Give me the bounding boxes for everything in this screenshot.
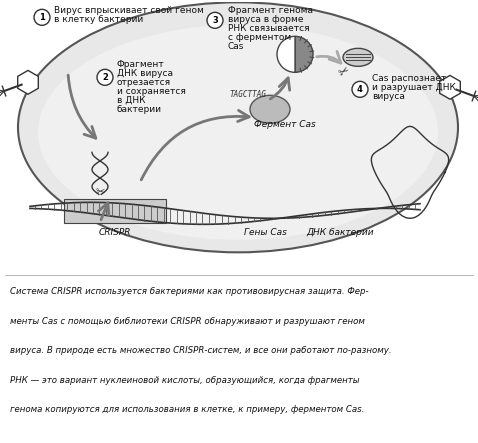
Text: в ДНК: в ДНК	[117, 96, 145, 105]
Text: РНК связывается: РНК связывается	[228, 24, 310, 33]
Text: Гены Cas: Гены Cas	[244, 228, 286, 237]
Ellipse shape	[18, 2, 458, 253]
Text: отрезается: отрезается	[117, 78, 171, 87]
Text: 1: 1	[39, 13, 45, 22]
Text: и разрушает ДНК: и разрушает ДНК	[372, 83, 456, 92]
Circle shape	[97, 70, 113, 85]
Text: Cas распознает: Cas распознает	[372, 74, 446, 83]
Wedge shape	[295, 36, 313, 72]
Text: вируса в форме: вируса в форме	[228, 15, 304, 24]
Text: Система CRISPR используется бактериями как противовирусная защита. Фер-: Система CRISPR используется бактериями к…	[10, 288, 368, 296]
Text: Фермент Cas: Фермент Cas	[254, 120, 316, 129]
Circle shape	[207, 12, 223, 28]
Ellipse shape	[250, 95, 290, 123]
Circle shape	[352, 82, 368, 97]
Ellipse shape	[343, 48, 373, 66]
Text: 2: 2	[102, 73, 108, 82]
Text: 3: 3	[212, 16, 218, 25]
Text: бактерии: бактерии	[117, 105, 162, 114]
Text: CRISPR: CRISPR	[99, 228, 131, 237]
Text: 4: 4	[357, 85, 363, 94]
Text: TAGCTTAG: TAGCTTAG	[229, 90, 267, 99]
Text: РНК — это вариант нуклеиновой кислоты, образующийся, когда фрагменты: РНК — это вариант нуклеиновой кислоты, о…	[10, 376, 359, 385]
Text: Фрагмент генома: Фрагмент генома	[228, 6, 313, 15]
Text: и сохраняется: и сохраняется	[117, 87, 186, 96]
Circle shape	[34, 9, 50, 25]
Text: в клетку бактерии: в клетку бактерии	[54, 15, 143, 24]
Text: с ферментом: с ферментом	[228, 33, 291, 42]
Polygon shape	[440, 75, 460, 99]
Ellipse shape	[38, 25, 438, 240]
Text: Cas: Cas	[228, 42, 244, 51]
Text: менты Cas с помощью библиотеки CRISPR обнаруживают и разрушают геном: менты Cas с помощью библиотеки CRISPR об…	[10, 317, 364, 326]
Text: ДНК вируса: ДНК вируса	[117, 69, 173, 78]
Text: ✂: ✂	[336, 64, 352, 81]
Text: ДНК бактерии: ДНК бактерии	[306, 228, 374, 237]
Text: Вирус впрыскивает свой геном: Вирус впрыскивает свой геном	[54, 6, 204, 15]
Text: ✂: ✂	[95, 187, 105, 197]
Wedge shape	[277, 36, 295, 72]
Text: вируса. В природе есть множество CRISPR-систем, и все они работают по-разному.: вируса. В природе есть множество CRISPR-…	[10, 346, 391, 355]
Polygon shape	[18, 70, 38, 94]
Text: Фрагмент: Фрагмент	[117, 60, 165, 69]
FancyBboxPatch shape	[64, 199, 166, 223]
Text: генома копируются для использования в клетке, к примеру, ферментом Cas.: генома копируются для использования в кл…	[10, 405, 364, 414]
Text: вируса: вируса	[372, 92, 405, 101]
